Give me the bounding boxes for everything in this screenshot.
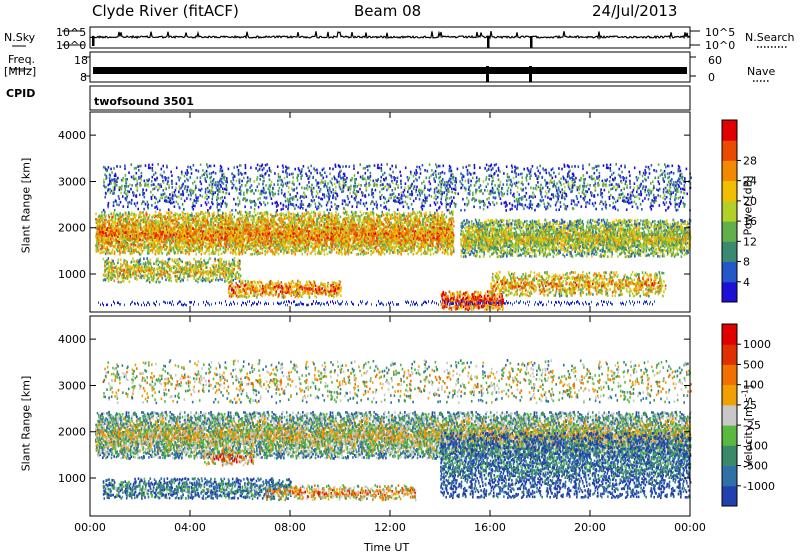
nave-label: Nave (747, 66, 775, 77)
power-colorbar-frame (721, 119, 738, 303)
velocity-ytick-label-1: 2000 (58, 426, 86, 439)
power-cbtick-label-0: 4 (743, 276, 750, 289)
freq-ticks (84, 56, 696, 77)
velocity-colorbar-frame (721, 323, 738, 507)
velocity-ytick-label-0: 1000 (58, 472, 86, 485)
velocity-colorbar-seg-1 (722, 465, 737, 487)
power-band-0 (95, 210, 455, 256)
velocity-colorbar-seg-3 (722, 425, 737, 446)
velocity-cbtick-label-0: 1000 (743, 338, 771, 351)
power-scatter (95, 163, 692, 312)
power-colorbar-seg-5 (722, 180, 737, 202)
velocity-cbtick-label-7: -1000 (743, 480, 775, 493)
velocity-cbtick-label-1: 500 (743, 358, 764, 371)
velocity-colorbar-seg-8 (722, 324, 737, 345)
noise-top-tick-right: 10^5 (705, 27, 735, 38)
power-band-2 (102, 257, 242, 284)
power-band-6 (102, 163, 692, 212)
noise-ticks-right (690, 30, 700, 46)
x-tick-label-4: 16:00 (474, 521, 506, 534)
velocity-colorbar-seg-6 (722, 364, 737, 386)
power-colorbar-seg-6 (722, 160, 737, 182)
velocity-cbtick-label-3: 25 (743, 399, 757, 412)
power-ytick-label-1: 2000 (58, 222, 86, 235)
x-tick-label-3: 12:00 (374, 521, 406, 534)
x-tick-label-2: 08:00 (274, 521, 306, 534)
velocity-band-5 (102, 359, 692, 405)
velocity-band-3 (265, 484, 417, 502)
freq-tick-top: 18 (74, 55, 88, 66)
nave-tick-bottom: 0 (708, 72, 715, 83)
power-cbtick-label-3: 16 (743, 215, 757, 228)
velocity-ytick-label-2: 3000 (58, 379, 86, 392)
power-cbtick-label-1: 8 (743, 256, 750, 269)
noise-bottom-tick-right: 10^0 (705, 40, 735, 51)
power-ytick-label-2: 3000 (58, 175, 86, 188)
velocity-colorbar-seg-2 (722, 445, 737, 466)
cpid-frame (89, 85, 691, 111)
velocity-colorbar-seg-7 (722, 344, 737, 365)
noise-top-tick: 10^5 (56, 27, 86, 38)
noise-spike-0 (92, 36, 95, 46)
power-ground-row (98, 300, 655, 307)
velocity-cbtick-label-2: 100 (743, 379, 764, 392)
power-ytick-label-3: 4000 (58, 129, 86, 142)
freq-band (93, 67, 687, 74)
x-tick-label-5: 20:00 (574, 521, 606, 534)
station-title: Clyde River (fitACF) (92, 4, 239, 19)
power-colorbar-seg-4 (722, 200, 737, 222)
freq-label: Freq. (8, 54, 35, 65)
power-cbtick-label-4: 20 (743, 195, 757, 208)
velocity-band-2 (203, 449, 254, 467)
velocity-colorbar-seg-0 (722, 485, 737, 507)
power-colorbar-seg-1 (722, 261, 737, 283)
nsky-label: N.Sky (4, 32, 35, 43)
velocity-cbtick-label-4: -25 (743, 419, 761, 432)
noise-sky-trace (90, 30, 691, 40)
velocity-band-1 (102, 477, 292, 501)
noise-spike-1 (487, 36, 490, 48)
velocity-colorbar-seg-5 (722, 384, 737, 406)
power-band-5 (490, 270, 667, 298)
power-band-4 (440, 290, 504, 312)
nsearch-label: N.Search (745, 32, 795, 43)
power-band-1 (460, 218, 692, 259)
velocity-scatter (95, 359, 692, 502)
velocity-band-0 (95, 410, 692, 460)
power-ytick-label-0: 1000 (58, 268, 86, 281)
nave-tick-top: 60 (708, 55, 722, 66)
velocity-ytick-label-3: 4000 (58, 333, 86, 346)
velocity-cbtick-label-6: -500 (743, 460, 768, 473)
velocity-colorbar-seg-4 (722, 404, 737, 426)
power-cbtick-label-6: 28 (743, 154, 757, 167)
power-cbtick-label-5: 24 (743, 175, 757, 188)
power-colorbar-seg-7 (722, 140, 737, 161)
x-tick-label-6: 00:00 (674, 521, 706, 534)
noise-ticks-left (62, 30, 84, 46)
power-band-3 (227, 279, 342, 299)
power-colorbar-seg-3 (722, 221, 737, 242)
x-axis-title: Time UT (364, 542, 409, 553)
cpid-value: twofsound 3501 (94, 96, 194, 107)
freq-tick-bottom: 8 (80, 72, 87, 83)
freq-gap-2 (529, 66, 532, 82)
noise-spike-2 (530, 36, 533, 48)
cpid-label: CPID (6, 88, 35, 99)
x-tick-label-1: 04:00 (174, 521, 206, 534)
beam-title: Beam 08 (354, 4, 421, 19)
date-title: 24/Jul/2013 (592, 4, 677, 19)
velocity-band-4 (440, 431, 692, 500)
freq-unit-label: [MHz] (4, 66, 36, 77)
power-cbtick-label-2: 12 (743, 235, 757, 248)
freq-gap-1 (486, 66, 489, 82)
power-colorbar-seg-8 (722, 120, 737, 141)
freq-strip-frame (89, 51, 691, 83)
power-colorbar-seg-2 (722, 241, 737, 262)
x-tick-label-0: 00:00 (74, 521, 106, 534)
power-colorbar-seg-0 (722, 281, 737, 303)
velocity-cbtick-label-5: -100 (743, 439, 768, 452)
